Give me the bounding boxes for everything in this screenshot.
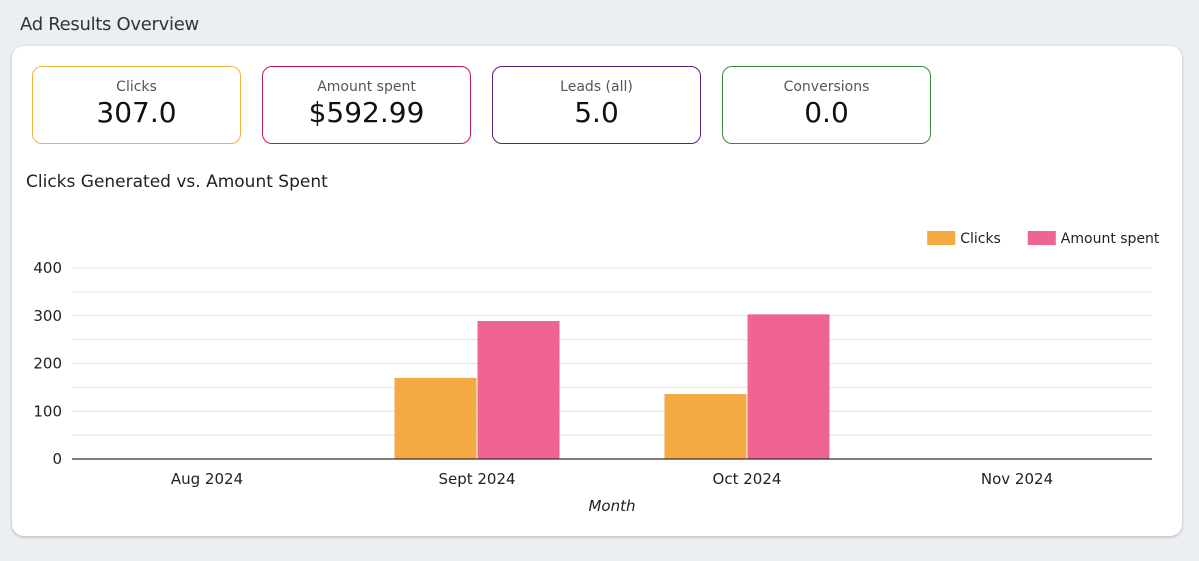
y-tick-label: 300 [33, 307, 62, 325]
results-card: Clicks 307.0 Amount spent $592.99 Leads … [12, 46, 1182, 536]
kpi-card-amount-spent[interactable]: Amount spent $592.99 [262, 66, 471, 144]
kpi-label: Conversions [783, 79, 870, 95]
kpi-card-conversions[interactable]: Conversions 0.0 [722, 66, 931, 144]
kpi-label: Amount spent [317, 79, 416, 95]
bar [477, 321, 560, 459]
legend-swatch [927, 231, 956, 245]
legend-label: Amount spent [1061, 231, 1160, 247]
x-tick-label: Aug 2024 [171, 470, 243, 488]
bar-chart: 0 100 200 300 400 Aug 2024 Sept 2024 Oct 2024 No… [33, 231, 1160, 515]
y-tick-label: 0 [52, 450, 62, 468]
kpi-card-leads[interactable]: Leads (all) 5.0 [492, 66, 701, 144]
chart-title: Clicks Generated vs. Amount Spent [26, 172, 328, 192]
x-axis-label: Month [588, 497, 635, 515]
bar [747, 314, 830, 459]
kpi-value: 0.0 [804, 96, 849, 129]
bar [664, 394, 747, 459]
kpi-card-clicks[interactable]: Clicks 307.0 [32, 66, 241, 144]
kpi-value: 307.0 [96, 96, 177, 129]
y-tick-label: 200 [33, 355, 62, 373]
legend-swatch [1027, 231, 1056, 245]
kpi-value: $592.99 [308, 96, 425, 129]
bar [394, 377, 477, 459]
x-tick-label: Sept 2024 [438, 470, 515, 488]
kpi-label: Clicks [116, 79, 157, 95]
x-tick-label: Nov 2024 [981, 470, 1053, 488]
y-tick-label: 400 [33, 259, 62, 277]
legend-label: Clicks [960, 231, 1001, 247]
kpi-value: 5.0 [574, 96, 619, 129]
page-title: Ad Results Overview [20, 14, 199, 35]
y-tick-label: 100 [33, 402, 62, 420]
x-tick-label: Oct 2024 [713, 470, 782, 488]
kpi-label: Leads (all) [560, 79, 633, 95]
